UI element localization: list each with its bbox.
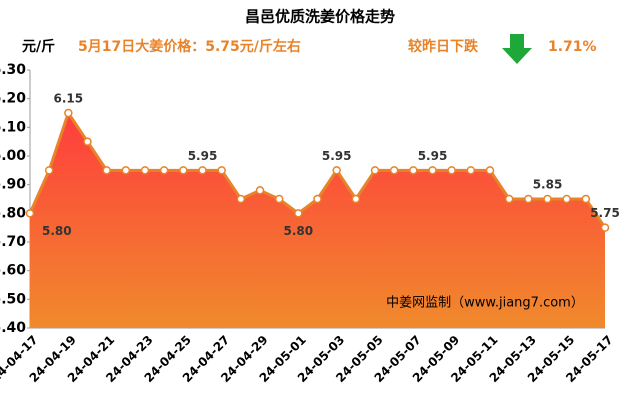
point <box>198 166 207 175</box>
y-tick-label: 5.50 <box>0 291 26 307</box>
point <box>159 166 169 175</box>
value-label: 6.15 <box>54 92 84 106</box>
value-label: 5.80 <box>284 224 314 238</box>
point <box>332 166 341 175</box>
point <box>313 194 322 204</box>
point <box>25 209 35 218</box>
point <box>466 166 476 175</box>
point <box>64 108 73 118</box>
watermark: 中姜网监制（www.jiang7.com） <box>386 296 584 311</box>
point <box>351 194 361 204</box>
plot: 5.40 5.50 5.60 5.70 5.80 5.90 6.00 6.10 6.20 6.30… <box>0 62 620 385</box>
y-axis-label: 元/斤 <box>22 38 55 55</box>
change-value: 1.71% <box>548 39 597 55</box>
value-label: 5.80 <box>42 224 72 238</box>
point <box>179 166 188 175</box>
point <box>504 194 514 204</box>
point <box>236 194 246 204</box>
point <box>389 166 399 175</box>
value-label: 5.95 <box>322 149 352 163</box>
point <box>543 194 552 204</box>
point <box>524 194 533 204</box>
change-label: 较昨日下跌 <box>408 38 479 55</box>
y-tick-label: 5.80 <box>0 205 26 221</box>
point <box>409 166 418 175</box>
y-tick-label: 5.40 <box>0 320 26 336</box>
point <box>581 194 591 204</box>
chart-title: 昌邑优质洗姜价格走势 <box>245 8 395 26</box>
point <box>428 166 437 175</box>
y-tick-label: 5.70 <box>0 234 26 250</box>
point <box>255 186 265 195</box>
point <box>217 166 226 175</box>
value-label: 5.75 <box>590 206 620 220</box>
point <box>121 166 131 175</box>
point <box>562 194 571 204</box>
point <box>274 194 284 204</box>
value-label: 5.85 <box>533 178 563 192</box>
y-tick-label: 6.10 <box>0 119 26 135</box>
point <box>44 166 54 175</box>
point <box>102 166 111 175</box>
point <box>447 166 456 175</box>
value-label: 5.95 <box>418 149 448 163</box>
point <box>485 166 495 175</box>
y-tick-label: 6.30 <box>0 62 26 78</box>
y-tick-label: 5.90 <box>0 177 26 193</box>
y-tick-label: 6.20 <box>0 91 26 107</box>
point <box>370 166 380 175</box>
area <box>30 113 605 328</box>
point <box>140 166 150 175</box>
y-tick-label: 5.60 <box>0 263 26 279</box>
point <box>600 223 610 232</box>
down-arrow <box>502 34 532 64</box>
y-tick-label: 6.00 <box>0 148 26 164</box>
point <box>83 137 92 146</box>
subtitle: 5月17日大姜价格：5.75元/斤左右 <box>78 38 301 55</box>
value-label: 5.95 <box>188 149 218 163</box>
point <box>294 209 303 218</box>
